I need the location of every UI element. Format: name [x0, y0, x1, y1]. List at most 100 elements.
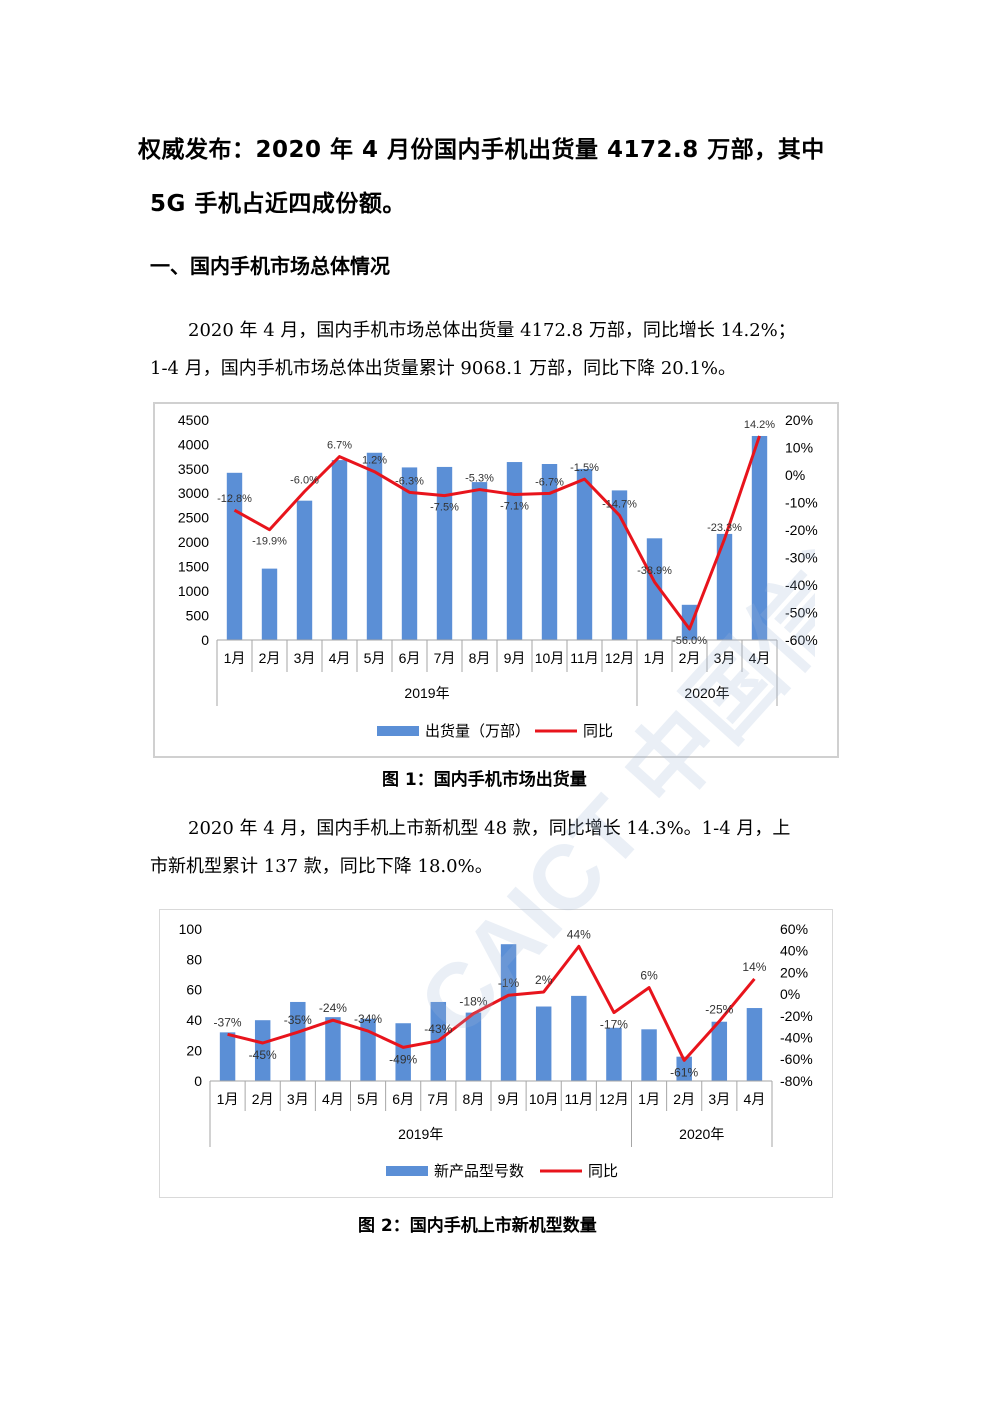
yoy-data-label: -6.0%	[290, 475, 319, 487]
yoy-data-label: 44%	[567, 927, 591, 941]
category-label: 2月	[252, 1091, 274, 1107]
category-label: 5月	[357, 1091, 379, 1107]
yoy-data-label: -18%	[459, 995, 487, 1009]
yoy-data-label: -19.9%	[252, 536, 287, 548]
yoy-line	[227, 944, 756, 1062]
yoy-data-label: -45%	[249, 1048, 277, 1062]
yoy-data-label: -17%	[600, 1018, 628, 1032]
bar	[676, 1056, 692, 1081]
bar	[226, 472, 243, 640]
category-label: 2月	[679, 650, 701, 666]
category-label: 11月	[570, 650, 599, 666]
yoy-data-label: -1%	[498, 976, 520, 990]
category-label: 5月	[364, 650, 386, 666]
bar	[325, 1017, 341, 1081]
category-label: 9月	[498, 1091, 520, 1107]
category-label: 4月	[329, 650, 351, 666]
bar	[681, 604, 698, 640]
category-label: 9月	[504, 650, 526, 666]
yoy-data-label: 6.7%	[327, 440, 352, 452]
yoy-data-label: -23.3%	[707, 522, 742, 534]
bar	[401, 467, 418, 640]
bar	[500, 944, 517, 1081]
yoy-data-label: -35%	[284, 1013, 312, 1027]
yoy-data-label: -1.5%	[570, 462, 599, 474]
year-group-label: 2019年	[404, 685, 449, 701]
category-label: 11月	[565, 1091, 594, 1107]
bar	[261, 568, 278, 640]
figure1-caption: 图 1：国内手机市场出货量	[382, 770, 587, 790]
year-group-label: 2019年	[398, 1126, 443, 1142]
right-axis-tick-label: -30%	[785, 549, 818, 565]
left-axis-tick-label: 20	[186, 1043, 202, 1059]
yoy-data-label: -56.0%	[672, 635, 707, 647]
yoy-data-label: -7.5%	[430, 502, 459, 514]
category-label: 4月	[744, 1091, 766, 1107]
bar	[296, 500, 313, 640]
category-label: 7月	[427, 1091, 449, 1107]
category-label: 1月	[224, 650, 246, 666]
right-axis-tick-label: -20%	[785, 522, 818, 538]
figure2-caption: 图 2：国内手机上市新机型数量	[358, 1216, 597, 1236]
left-axis-tick-label: 2500	[178, 510, 209, 526]
right-axis-tick-label: 0%	[780, 986, 800, 1002]
bar	[219, 1032, 236, 1081]
yoy-data-label: -12.8%	[217, 493, 252, 505]
yoy-data-label: 14.2%	[744, 419, 775, 431]
bar	[711, 1021, 728, 1081]
left-axis-tick-label: 40	[186, 1012, 202, 1028]
right-axis-tick-label: 0%	[785, 467, 805, 483]
yoy-data-label: -6.7%	[535, 476, 564, 488]
category-label: 8月	[463, 1091, 485, 1107]
left-axis-tick-label: 60	[186, 982, 202, 998]
right-axis-tick-label: 60%	[780, 921, 808, 937]
yoy-data-label: 14%	[742, 960, 766, 974]
paragraph-line: 市新机型累计 137 款，同比下降 18.0%。	[150, 856, 493, 877]
legend-bar-swatch	[377, 726, 419, 736]
year-group-label: 2020年	[679, 1126, 724, 1142]
bar	[716, 533, 733, 640]
right-axis-tick-label: -80%	[780, 1073, 813, 1089]
left-axis-tick-label: 100	[179, 921, 203, 937]
category-label: 2月	[673, 1091, 695, 1107]
category-label: 4月	[749, 650, 771, 666]
category-label: 12月	[599, 1091, 629, 1107]
category-label: 8月	[469, 650, 491, 666]
legend-line-label: 同比	[583, 723, 613, 740]
bar	[571, 995, 587, 1081]
bar	[254, 1020, 271, 1081]
category-label: 10月	[535, 650, 565, 666]
bar	[471, 482, 488, 640]
yoy-data-label: -49%	[389, 1052, 417, 1066]
category-label: 1月	[638, 1091, 660, 1107]
left-axis-tick-label: 3000	[178, 485, 209, 501]
right-axis-tick-label: 40%	[780, 943, 808, 959]
left-axis-tick-label: 80	[186, 951, 202, 967]
yoy-data-label: -7.1%	[500, 501, 529, 513]
yoy-data-label: 2%	[535, 973, 553, 987]
right-axis-tick-label: -10%	[785, 494, 818, 510]
bar	[366, 452, 383, 640]
bar	[436, 466, 453, 640]
category-label: 2月	[259, 650, 281, 666]
bar	[331, 460, 348, 640]
yoy-data-label: -5.3%	[465, 473, 494, 485]
bar	[541, 464, 558, 640]
category-label: 7月	[434, 650, 456, 666]
category-label: 1月	[644, 650, 666, 666]
category-label: 12月	[605, 650, 635, 666]
left-axis-tick-label: 3500	[178, 461, 209, 477]
left-axis-tick-label: 500	[186, 607, 210, 623]
yoy-data-label: -25%	[705, 1002, 733, 1016]
left-axis-tick-label: 4000	[178, 436, 209, 452]
yoy-data-label: -24%	[319, 1001, 347, 1015]
legend-bar-swatch	[386, 1166, 428, 1176]
category-label: 6月	[399, 650, 421, 666]
left-axis-tick-label: 0	[201, 632, 209, 648]
section-heading: 一、国内手机市场总体情况	[150, 254, 390, 278]
right-axis-tick-label: -20%	[780, 1008, 813, 1024]
right-axis-tick-label: -50%	[785, 604, 818, 620]
bar	[746, 1008, 763, 1081]
new-models-chart: 0 20 40 60 80 100 -80% -60% -40% -20% 0% 20% 40% 60% 1…	[179, 921, 813, 1180]
bar	[606, 1027, 622, 1081]
